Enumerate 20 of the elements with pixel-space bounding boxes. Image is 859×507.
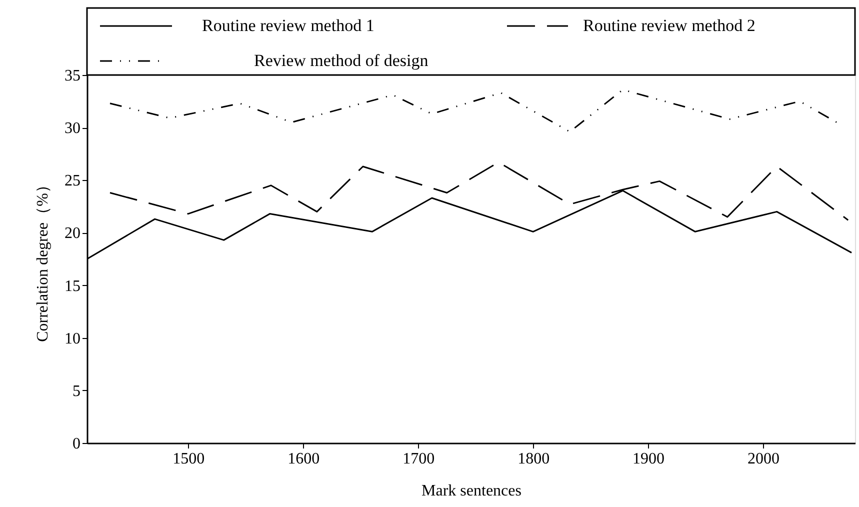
x-axis-title: Mark sentences: [422, 482, 522, 500]
x-tick-label: 1900: [632, 450, 665, 468]
x-tick-label: 1700: [402, 450, 435, 468]
y-tick-label: 25: [64, 172, 80, 190]
line-series: [109, 88, 838, 133]
y-tick-label: 0: [72, 436, 80, 452]
y-tick-label: 10: [64, 330, 80, 348]
y-tick-label: 15: [64, 278, 80, 295]
y-tick-label: 5: [72, 382, 80, 400]
y-tick-label: 20: [64, 225, 80, 242]
y-axis-title: Correlation degree（%）: [34, 177, 52, 342]
legend-label: Routine review method 2: [583, 16, 756, 35]
x-tick-label: 1500: [172, 450, 205, 468]
x-tick-label: 2000: [748, 450, 780, 468]
legend-label: Routine review method 1: [202, 16, 374, 35]
x-tick-label: 1800: [518, 450, 550, 468]
x-tick-label: 1600: [288, 450, 320, 468]
y-tick-label: 35: [64, 68, 80, 84]
y-tick-label: 30: [64, 120, 80, 138]
text: Review method of design: [254, 51, 429, 70]
